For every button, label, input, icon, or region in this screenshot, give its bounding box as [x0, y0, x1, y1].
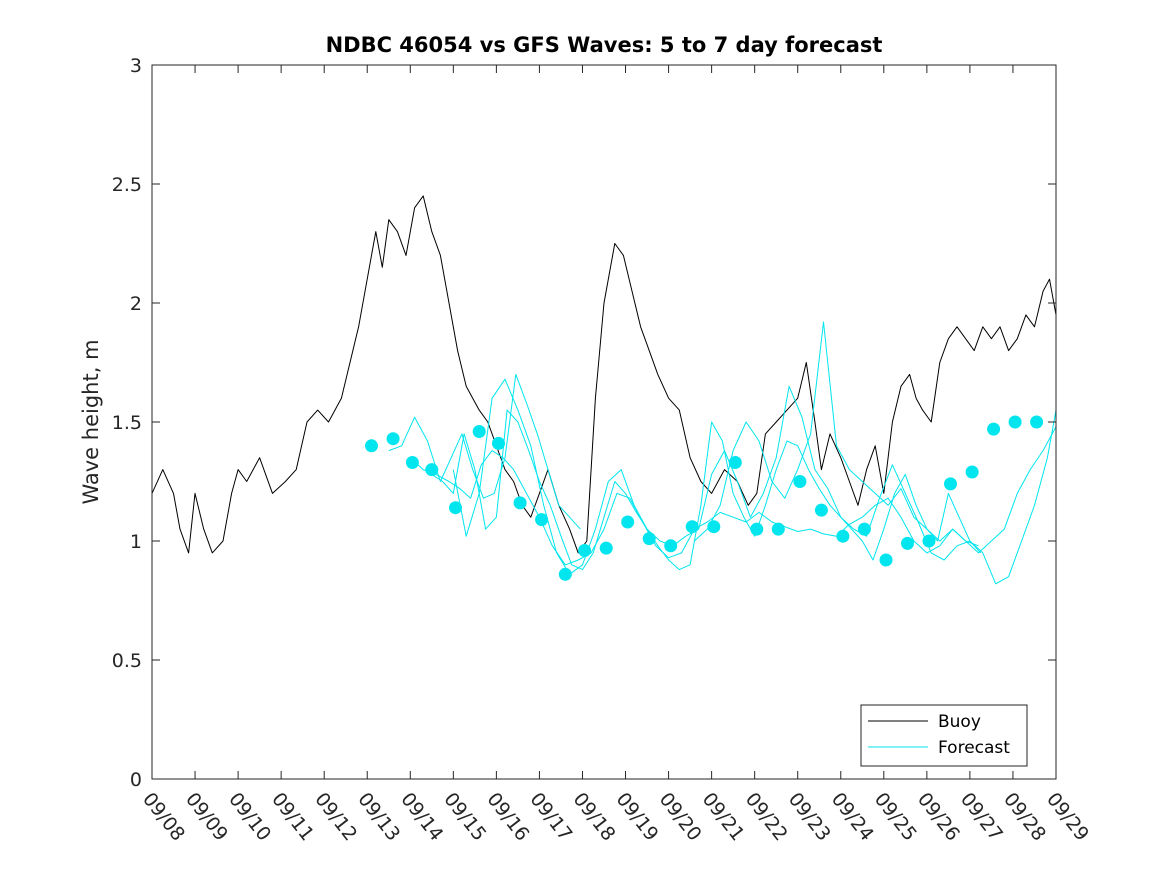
chart-title: NDBC 46054 vs GFS Waves: 5 to 7 day fore…	[326, 33, 883, 57]
forecast-series-line-2	[409, 426, 1057, 566]
y-tick-label: 1	[130, 531, 142, 553]
forecast-marker	[642, 532, 656, 546]
forecast-marker	[664, 539, 678, 553]
legend: Buoy Forecast	[860, 704, 1028, 767]
forecast-marker	[492, 436, 505, 450]
y-tick-label: 2.5	[112, 174, 142, 196]
forecast-marker	[1008, 415, 1022, 429]
forecast-marker	[513, 496, 527, 510]
forecast-marker	[922, 534, 936, 548]
forecast-marker	[750, 522, 764, 536]
forecast-marker	[793, 475, 807, 488]
y-tick-label: 1.5	[112, 412, 142, 434]
forecast-marker	[405, 456, 419, 469]
series-layer	[151, 195, 1057, 585]
forecast-marker	[449, 501, 462, 515]
forecast-series-line-5	[694, 321, 979, 547]
y-tick-label: 0	[130, 769, 142, 791]
legend-box	[860, 704, 1028, 767]
forecast-marker	[1030, 415, 1044, 429]
forecast-marker	[814, 503, 828, 517]
forecast-marker	[386, 432, 400, 446]
buoy-series-line	[151, 195, 1057, 554]
plot-area	[152, 65, 1056, 779]
axes-box	[151, 64, 1057, 780]
forecast-marker	[857, 522, 871, 536]
forecast-marker	[535, 513, 549, 527]
forecast-marker	[987, 422, 1001, 436]
forecast-series-line-1	[388, 373, 581, 530]
forecast-marker	[472, 425, 486, 438]
y-tick-label: 3	[130, 55, 142, 77]
forecast-marker	[836, 529, 850, 543]
forecast-marker	[771, 522, 785, 536]
forecast-marker	[558, 567, 572, 581]
forecast-marker	[621, 515, 635, 529]
y-axis-label: Wave height, m	[79, 339, 103, 504]
forecast-marker	[944, 477, 957, 491]
y-tick-label: 2	[130, 293, 142, 315]
forecast-marker	[901, 536, 914, 550]
forecast-marker	[578, 544, 592, 557]
forecast-series-line-4	[452, 378, 1057, 585]
forecast-marker	[879, 553, 893, 567]
forecast-series-line-3	[431, 409, 982, 571]
legend-forecast-label: Forecast	[938, 738, 1010, 758]
forecast-marker	[599, 541, 613, 555]
legend-buoy-label: Buoy	[938, 712, 981, 732]
forecast-marker	[707, 520, 721, 534]
y-tick-label: 0.5	[112, 650, 142, 672]
forecast-marker	[425, 463, 439, 477]
forecast-marker	[965, 465, 979, 479]
forecast-marker	[365, 439, 378, 453]
forecast-marker	[728, 456, 742, 469]
forecast-marker	[685, 520, 699, 534]
